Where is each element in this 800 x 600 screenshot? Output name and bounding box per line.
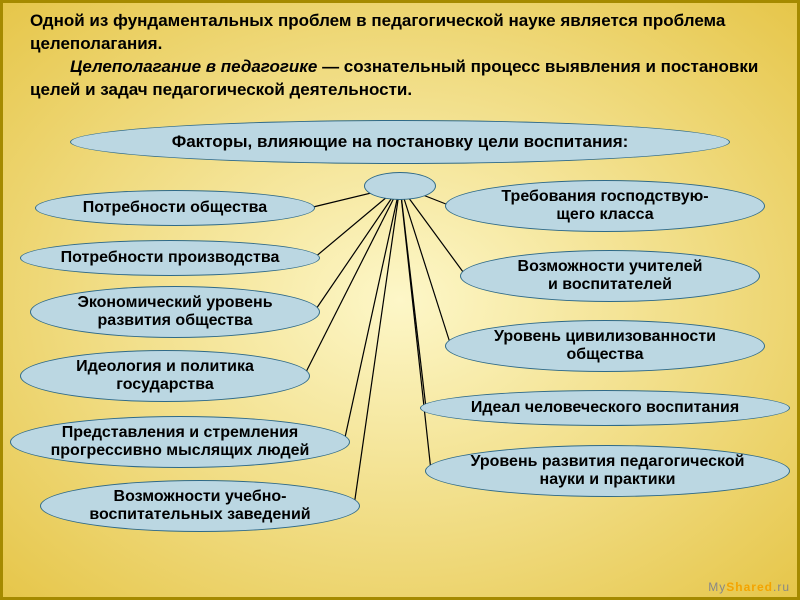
watermark-suffix: Shared <box>726 580 773 594</box>
watermark: MyShared.ru <box>708 580 790 594</box>
factor-production-needs: Потребности производства <box>20 240 320 276</box>
factor-institutions: Возможности учебно-воспитательных заведе… <box>40 480 360 532</box>
factor-civilization-level: Уровень цивилизованностиобщества <box>445 320 765 372</box>
factor-pedagogy-level: Уровень развития педагогическойнауки и п… <box>425 445 790 497</box>
watermark-tld: .ru <box>773 580 790 594</box>
factor-economic-level: Экономический уровеньразвития общества <box>30 286 320 338</box>
factor-ideal: Идеал человеческого воспитания <box>420 390 790 426</box>
hub-node <box>364 172 436 200</box>
intro-line2: Целеполагание в педагогике — сознательны… <box>30 56 770 102</box>
watermark-prefix: My <box>708 580 726 594</box>
factor-society-needs: Потребности общества <box>35 190 315 226</box>
factor-ruling-class: Требования господствую-щего класса <box>445 180 765 232</box>
intro-term: Целеполагание в педагогике <box>70 57 317 76</box>
factor-ideology: Идеология и политикагосударства <box>20 350 310 402</box>
intro-text: Одной из фундаментальных проблем в педаг… <box>30 10 770 102</box>
factor-title: Факторы, влияющие на постановку цели вос… <box>70 120 730 164</box>
factor-teachers: Возможности учителейи воспитателей <box>460 250 760 302</box>
diagram-content: Одной из фундаментальных проблем в педаг… <box>0 0 800 600</box>
intro-line1: Одной из фундаментальных проблем в педаг… <box>30 10 770 56</box>
factor-progressive-views: Представления и стремленияпрогрессивно м… <box>10 416 350 468</box>
